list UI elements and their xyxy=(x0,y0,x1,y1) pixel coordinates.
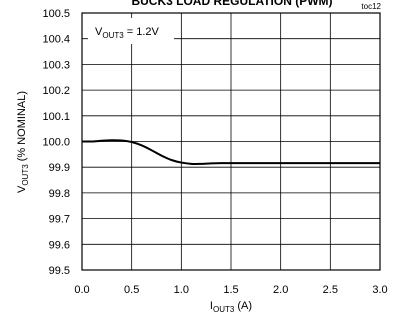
y-tick-label: 99.6 xyxy=(49,239,70,251)
x-axis-label: IOUT3 (A) xyxy=(210,300,252,314)
y-tick-label: 99.7 xyxy=(49,214,70,226)
x-axis-ticks: 0.0 0.5 1.0 1.5 2.0 2.5 3.0 xyxy=(74,284,387,296)
x-tick-label: 1.0 xyxy=(174,284,189,296)
x-tick-label: 2.0 xyxy=(273,284,288,296)
y-tick-label: 100.1 xyxy=(42,111,70,123)
x-tick-label: 2.5 xyxy=(323,284,338,296)
y-tick-label: 100.0 xyxy=(42,137,70,149)
y-tick-label: 99.9 xyxy=(49,162,70,174)
annotation-vout3: VOUT3 = 1.2V xyxy=(95,26,160,40)
x-tick-label: 0.5 xyxy=(124,284,139,296)
x-tick-label: 1.5 xyxy=(223,284,238,296)
figure-code: toc12 xyxy=(361,2,381,11)
x-tick-label: 0.0 xyxy=(74,284,89,296)
y-tick-label: 100.4 xyxy=(42,34,70,46)
y-tick-label: 99.5 xyxy=(49,265,70,277)
y-tick-label: 99.8 xyxy=(49,188,70,200)
x-tick-label: 3.0 xyxy=(372,284,387,296)
chart-title: BUCK3 LOAD REGULATION (PWM) xyxy=(131,0,332,8)
y-tick-label: 100.3 xyxy=(42,59,70,71)
y-tick-label: 100.2 xyxy=(42,85,70,97)
annotation-box: VOUT3 = 1.2V xyxy=(88,18,174,44)
y-axis-ticks: 100.5 100.4 100.3 100.2 100.1 100.0 99.9 99.8 99… xyxy=(42,8,70,277)
y-axis-label: VOUT3 (% NOMINAL) xyxy=(16,91,30,193)
y-tick-label: 100.5 xyxy=(42,8,70,20)
series-line xyxy=(81,139,380,165)
